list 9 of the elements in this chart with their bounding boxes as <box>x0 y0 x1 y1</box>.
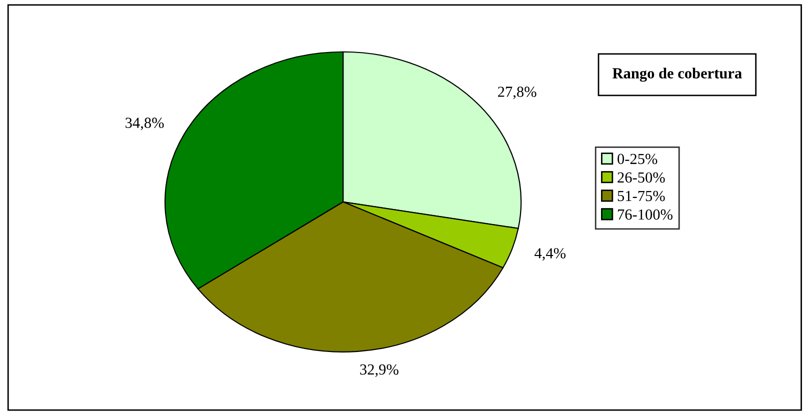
legend-title: Rango de cobertura <box>612 68 742 82</box>
data-label: 4,4% <box>534 248 566 261</box>
data-label: 32,9% <box>360 364 398 377</box>
legend-label: 76-100% <box>618 209 672 220</box>
data-label: 27,8% <box>498 86 536 100</box>
legend-label: 51-75% <box>618 190 665 202</box>
legend-label: 0-25% <box>618 154 658 164</box>
data-label: 34,8% <box>126 118 164 130</box>
legend-label: 26-50% <box>618 172 665 183</box>
